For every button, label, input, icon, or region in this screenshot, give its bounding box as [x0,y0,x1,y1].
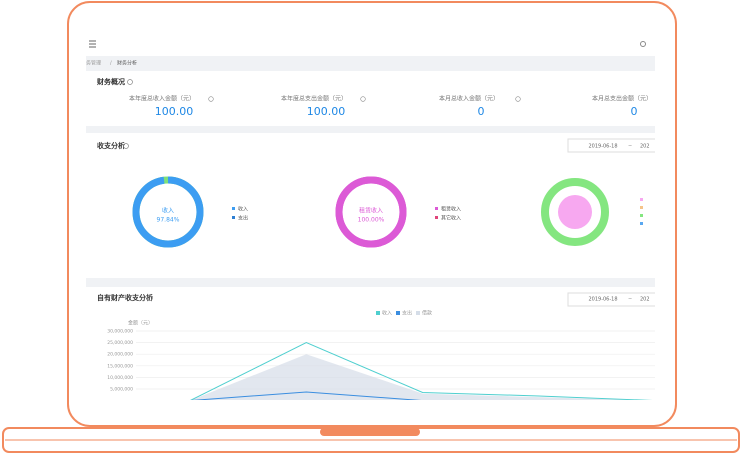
legend-label: 租赁收入 [441,206,461,213]
stat-value: 0 [478,105,485,118]
breadcrumb-current: 财务分析 [117,60,137,67]
overview-title: 财务概况 [96,77,125,86]
date-range[interactable] [567,292,668,307]
donut-arc [335,176,407,248]
legend-swatch [232,207,235,210]
laptop-notch [320,428,420,436]
stat-value: 0 [631,105,638,118]
stat-value: 100.00 [307,105,346,118]
legend-swatch [416,311,420,315]
top-bar [86,32,655,56]
stat-value: 100.00 [155,105,194,118]
donut-legend [640,198,643,225]
donut-ring [541,178,609,246]
date-start: 2019-06-18 [588,144,617,150]
stat-label: 本月总收入金额（元） [439,95,499,103]
donut-label: 收入 [162,207,174,215]
date-end: 202 [640,297,650,303]
date-sep: ~ [628,144,632,150]
stat-label: 本年度总支出金额（元） [281,95,347,103]
legend-label: 其它收入 [441,215,461,222]
legend-swatch [435,216,438,219]
legend-swatch [232,216,235,219]
y-axis-label: 金额（元） [128,320,153,327]
y-tick-label: 20,000,000 [107,352,133,358]
legend-label: 支出 [238,215,248,222]
stat-label: 本月总支出金额（元） [592,95,652,103]
info-icon[interactable] [147,295,153,301]
line [191,391,422,400]
overview-card [86,71,655,126]
y-tick-label: 10,000,000 [107,375,133,381]
date-range[interactable] [567,138,668,153]
legend-swatch [376,311,380,315]
donut-label: 租赁收入 [359,207,383,215]
info-icon[interactable] [208,96,214,102]
legend-label: 收入 [238,206,248,213]
donut-inner [558,195,592,229]
date-start: 2019-06-18 [588,297,617,303]
y-tick-label: 5,000,000 [110,387,133,393]
donut-arc [132,176,204,248]
info-icon[interactable] [360,96,366,102]
area [191,354,636,400]
location-icon[interactable] [640,41,646,47]
info-icon[interactable] [515,96,521,102]
y-tick-label: 15,000,000 [107,363,133,369]
legend-swatch [396,311,400,315]
y-tick-label: 30,000,000 [107,329,133,335]
date-end: 202 [640,144,650,150]
legend-label: 支出 [402,310,412,317]
donut-percent: 97.84% [157,217,180,224]
analysis-title: 收支分析 [97,141,125,150]
info-icon[interactable] [127,79,133,85]
breadcrumb-parent[interactable]: 务管理 [86,60,101,67]
menu-icon[interactable] [89,40,96,48]
donut-percent: 100.00% [358,217,385,224]
line [190,342,653,400]
screen: 务管理 / 财务分析 财务概况 收支分析 2019-06-18 ~ 202 自有… [86,32,668,400]
stat-label: 本年度总收入金额（元） [129,95,195,103]
legend-label: 收入 [382,310,392,317]
legend-swatch [435,207,438,210]
legend-label: 借款 [422,310,432,317]
date-sep: ~ [628,297,632,303]
info-icon[interactable] [123,143,129,149]
breadcrumb-sep: / [110,61,112,67]
y-tick-label: 25,000,000 [107,340,133,346]
assets-title: 自有财产收支分析 [97,293,153,302]
